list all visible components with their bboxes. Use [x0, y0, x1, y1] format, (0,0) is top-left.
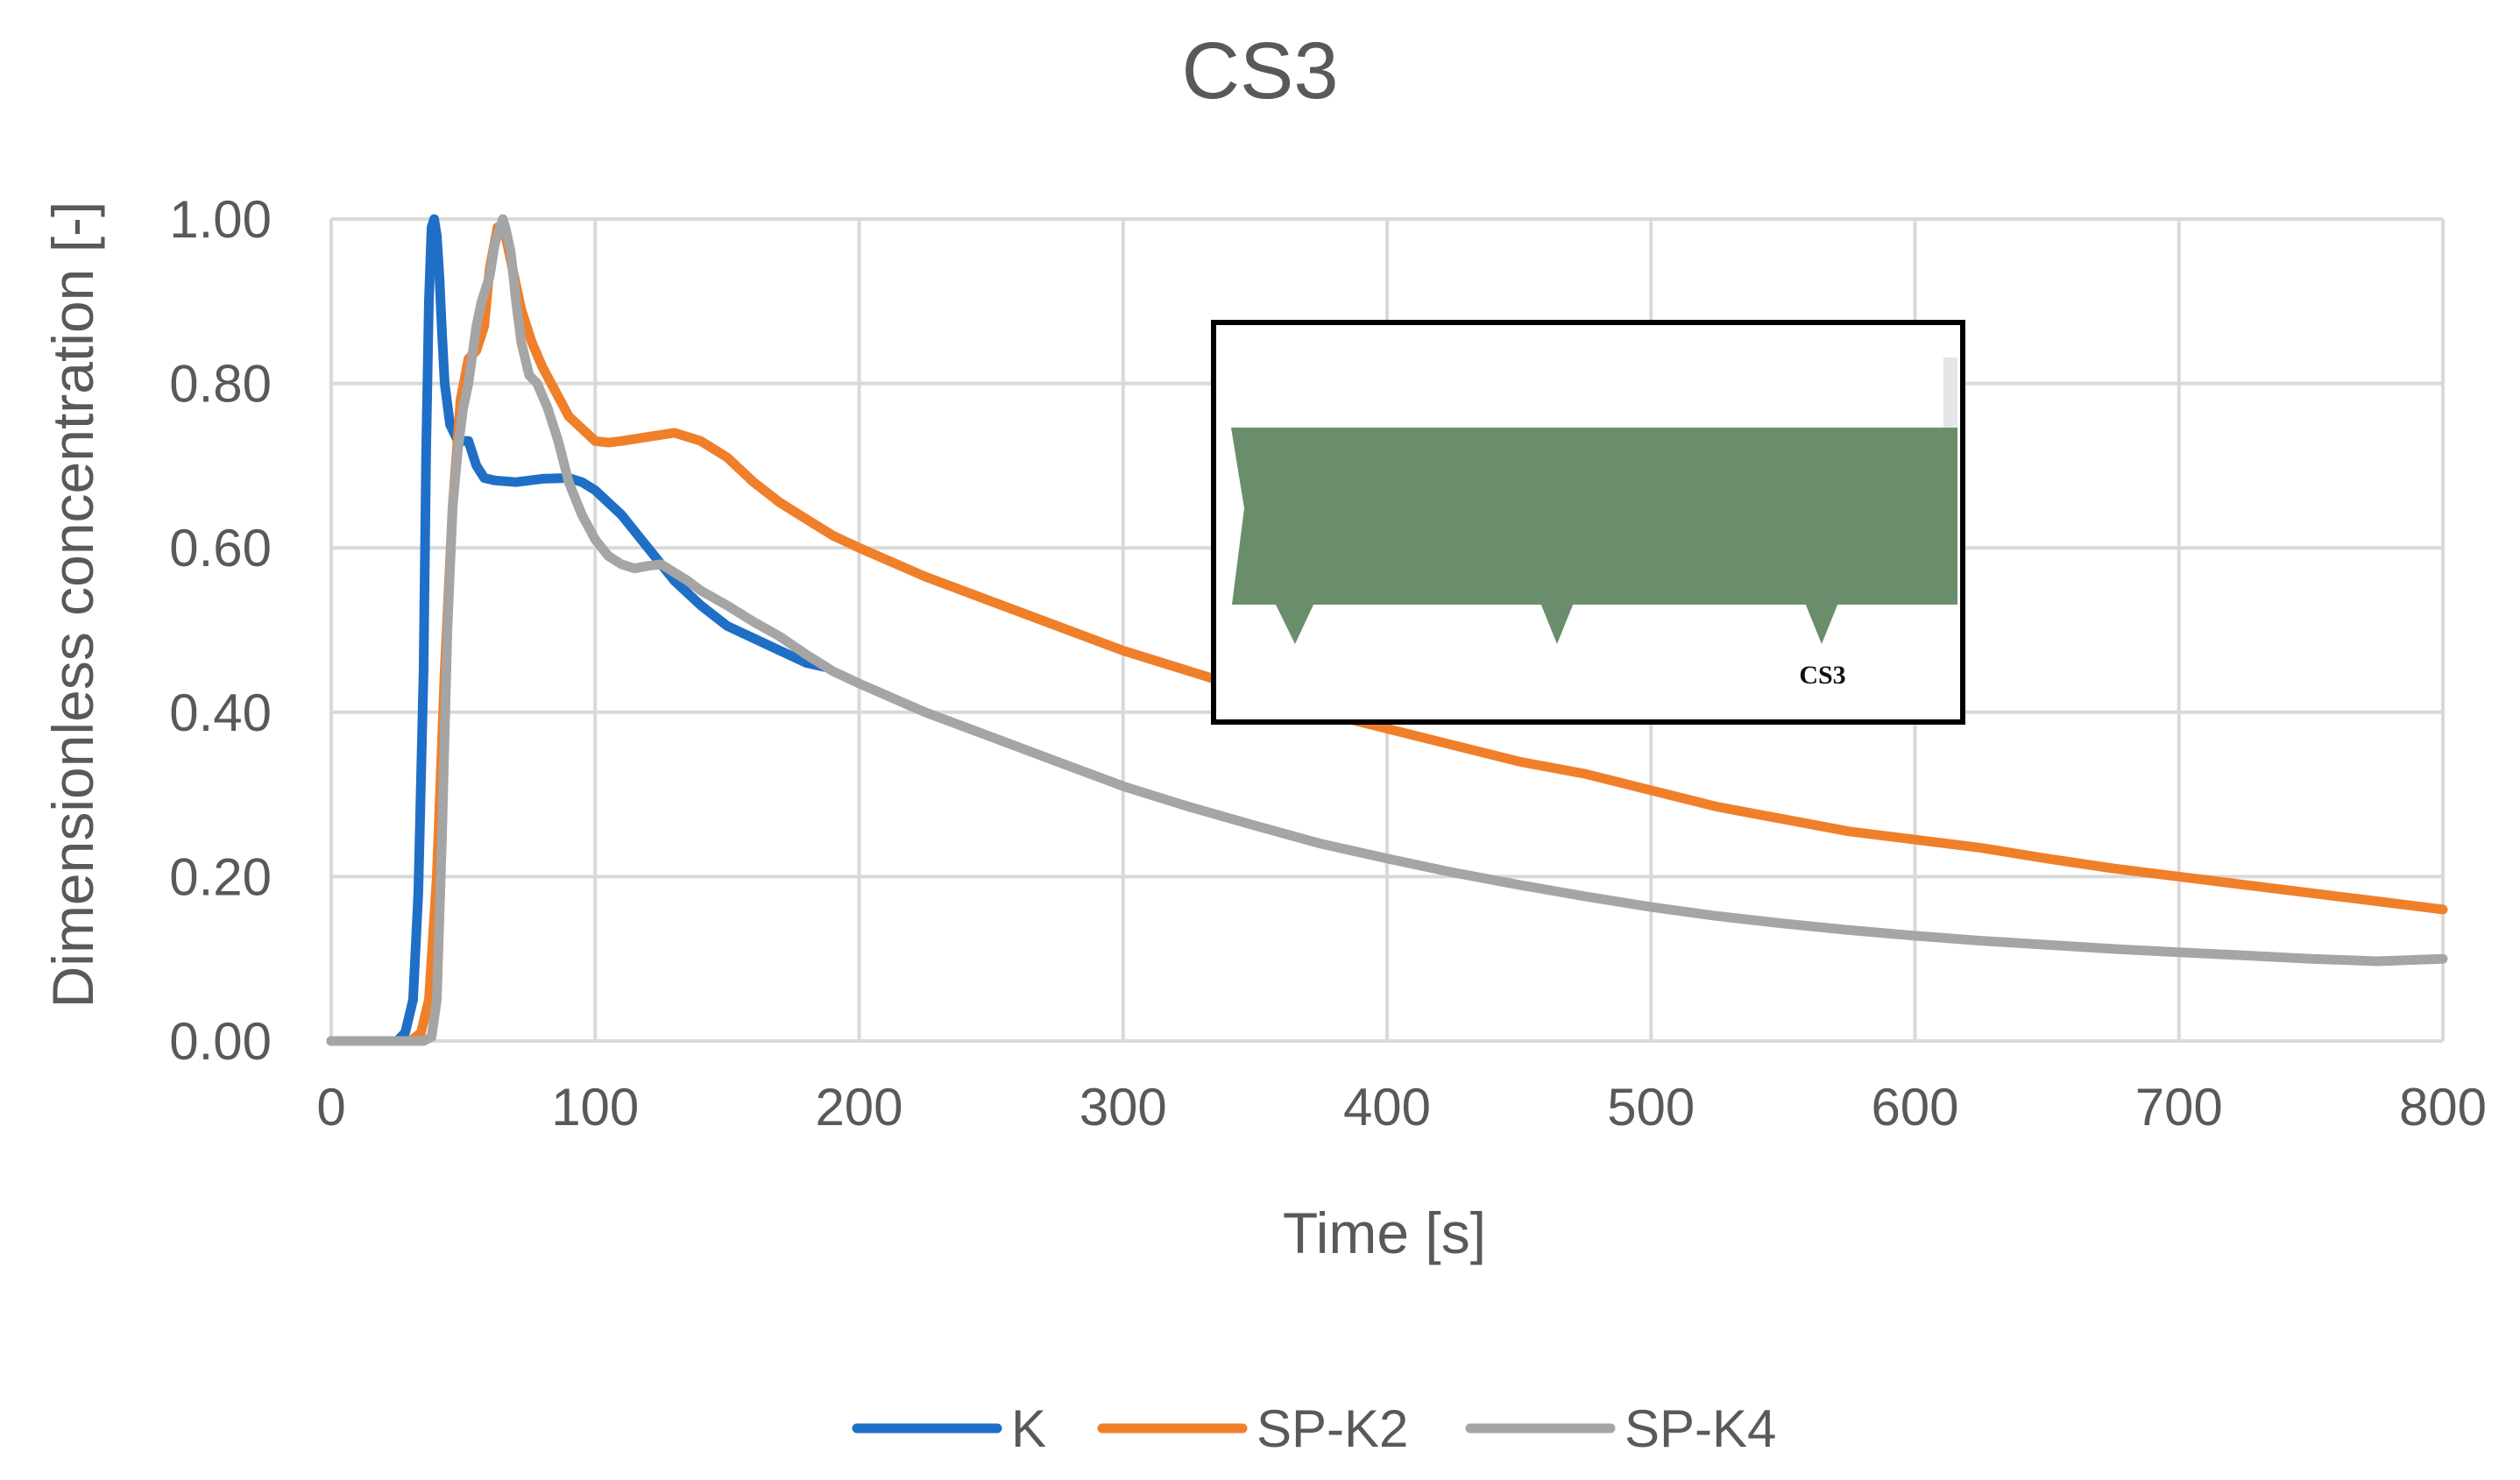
y-tick-label: 0.00 [169, 1012, 272, 1071]
x-tick-label: 800 [2399, 1078, 2487, 1137]
x-tick-label: 400 [1343, 1078, 1431, 1137]
tick-labels: 0 100 200 300 400 500 600 700 800 0.00 0.20 0.40 0.6… [169, 190, 2487, 1137]
inset-geometry [1231, 428, 1957, 605]
chart-title: CS3 [1182, 26, 1339, 116]
legend: K SP-K2 SP-K4 [852, 1399, 1776, 1458]
y-tick-label: 1.00 [169, 190, 272, 249]
inset-notch [1805, 603, 1838, 644]
legend-label-k: K [1011, 1399, 1046, 1458]
y-tick-label: 0.40 [169, 683, 272, 742]
y-tick-label: 0.20 [169, 847, 272, 906]
x-tick-label: 300 [1079, 1078, 1167, 1137]
y-tick-label: 0.80 [169, 355, 272, 414]
y-axis-label: Dimensionless concentration [-] [40, 202, 105, 1009]
series-layer [326, 214, 2448, 1046]
x-tick-label: 100 [551, 1078, 639, 1137]
legend-label-sp-k2: SP-K2 [1256, 1399, 1408, 1458]
inset-diagram: CS3 [1211, 320, 1965, 725]
x-tick-label: 200 [815, 1078, 903, 1137]
x-axis-label: Time [s] [1283, 1200, 1486, 1265]
series-line-k [326, 214, 830, 1046]
inset-notch [1275, 603, 1314, 644]
legend-label-sp-k4: SP-K4 [1625, 1399, 1776, 1458]
x-tick-label: 700 [2135, 1078, 2223, 1137]
inset-label: CS3 [1799, 661, 1845, 690]
x-tick-label: 0 [316, 1078, 345, 1137]
inset-notch [1540, 603, 1574, 644]
x-tick-label: 500 [1607, 1078, 1695, 1137]
x-tick-label: 600 [1871, 1078, 1958, 1137]
y-tick-label: 0.60 [169, 519, 272, 577]
inset-edge [1943, 358, 1957, 428]
series-line-sp-k4 [326, 214, 2448, 1046]
